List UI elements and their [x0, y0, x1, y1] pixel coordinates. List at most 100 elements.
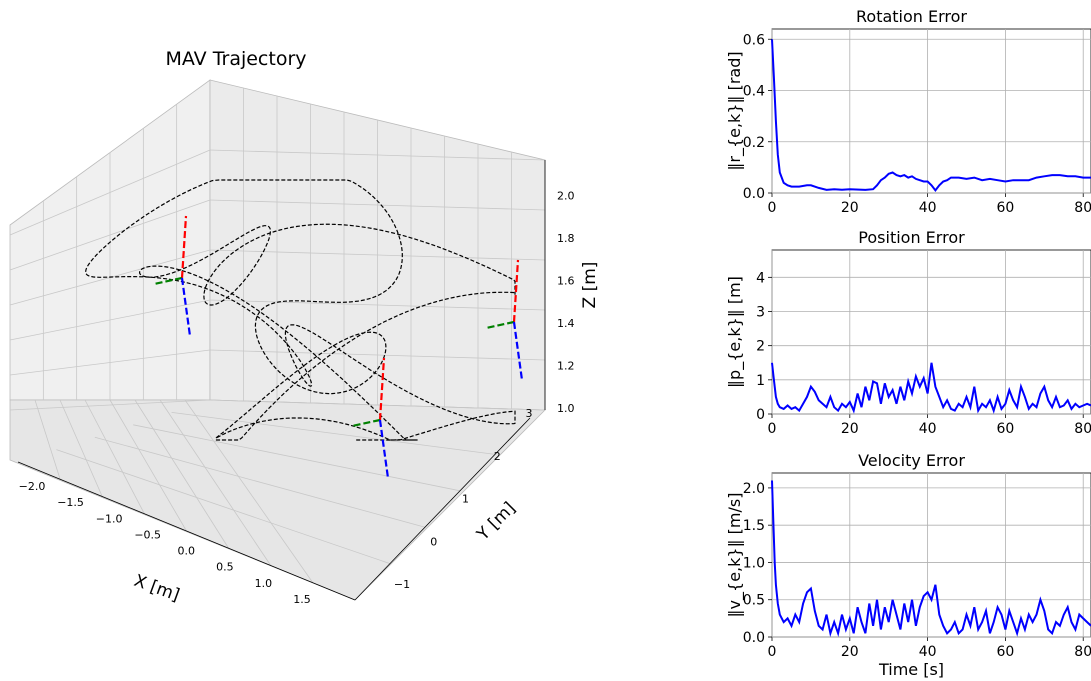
pose-x-axis	[180, 215, 188, 279]
x-tick-label: 80	[1074, 200, 1091, 216]
grid-3d	[9, 88, 546, 583]
z-tick-label: 1.4	[557, 317, 575, 330]
grid-line	[94, 436, 426, 528]
pose-frame	[351, 357, 390, 479]
x-tick-label: 80	[1074, 421, 1091, 437]
grid-line	[171, 412, 496, 455]
grid-line	[159, 399, 272, 566]
grid-line	[9, 149, 211, 236]
error-series-line	[771, 39, 1091, 193]
grid-line	[133, 424, 461, 492]
grid-line	[209, 299, 546, 311]
y-tick-label: 1	[756, 373, 765, 389]
chart-title: MAV Trajectory	[165, 48, 306, 70]
x-tick-label: −2.0	[19, 480, 46, 493]
pose-y-axis	[153, 276, 183, 286]
error-series-line	[771, 480, 1091, 638]
grid-line	[209, 399, 546, 411]
y-tick-label: 0.0	[743, 630, 765, 646]
x-tick-label: −1.0	[96, 512, 123, 525]
x-tick-label: 40	[919, 200, 937, 216]
y-tick-label: 3	[526, 407, 533, 420]
grid-line	[209, 199, 546, 211]
x-tick-label: 0.5	[216, 561, 234, 574]
x-tick-label: 1.5	[293, 593, 311, 606]
z-axis-label: Z [m]	[580, 262, 600, 309]
grid-line	[209, 149, 546, 161]
y-tick-label: 2	[494, 450, 501, 463]
y-tick-label: 0.5	[743, 593, 765, 609]
grid-line	[84, 399, 145, 514]
x-tick-label: 0	[768, 644, 777, 660]
trajectory-3d-panel: MAV Trajectory −2.0 −1.5 −1.0 −0.5 0.0 0.5 1.0…	[9, 48, 600, 606]
x-tick-label: −0.5	[134, 528, 161, 541]
z-tick-label: 1.8	[557, 232, 575, 245]
panel-title: Rotation Error	[856, 7, 967, 26]
x-tick-label: 20	[841, 421, 859, 437]
z-tick-label: 1.2	[557, 360, 575, 373]
x-ticks-3d: −2.0 −1.5 −1.0 −0.5 0.0 0.5 1.0 1.5	[19, 480, 311, 606]
plot-area	[771, 28, 1091, 194]
pose-frame	[485, 259, 524, 381]
y-tick-label: 0.0	[743, 186, 765, 202]
z-tick-label: 2.0	[557, 190, 575, 203]
y-tick-label: 1.5	[743, 518, 765, 534]
pose-frames	[153, 215, 524, 479]
z-tick-label: 1.0	[557, 402, 575, 415]
error-series-line	[771, 362, 1091, 414]
grid-line	[59, 399, 103, 497]
position-error-panel: 0 20 40 60 80 0 1 2 3 4 Position Error ‖p_{e,k}‖ [m…	[725, 228, 1091, 437]
z-tick-label: 1.6	[557, 275, 575, 288]
x-tick-label: 60	[997, 200, 1015, 216]
grid-line	[9, 199, 211, 271]
y-tick-label: 0	[756, 407, 765, 423]
y-tick-label: −1	[394, 578, 410, 591]
x-tick-label: 60	[997, 421, 1015, 437]
y-axis-label: ‖v_{e,k}‖ [m/s]	[725, 493, 745, 618]
grid-line	[9, 299, 211, 341]
grid-line	[9, 399, 211, 411]
y-tick-label: 3	[756, 305, 765, 321]
pose-y-axis	[485, 320, 515, 330]
pose-x-axis	[378, 357, 386, 421]
grid-line	[184, 399, 314, 583]
grid-line	[209, 249, 546, 261]
x-tick-label: −1.5	[57, 496, 84, 509]
y-tick-label: 4	[756, 270, 765, 286]
trajectory-line	[85, 179, 516, 441]
x-tick-label: 40	[919, 421, 937, 437]
x-tick-label: 80	[1074, 644, 1091, 660]
trajectory-path	[85, 179, 516, 441]
panel-title: Velocity Error	[858, 451, 965, 470]
x-tick-label: 40	[919, 644, 937, 660]
y-tick-label: 2	[756, 339, 765, 355]
y-axis-label: ‖p_{e,k}‖ [m]	[725, 276, 745, 388]
y-tick-label: 0.4	[743, 84, 765, 100]
x-tick-label: 0.0	[178, 545, 196, 558]
plot-area	[771, 472, 1091, 638]
pose-frame	[153, 215, 192, 337]
x-tick-label: 1.0	[255, 577, 273, 590]
x-axis-label: Time [s]	[878, 660, 944, 679]
rotation-error-panel: 0 20 40 60 80 0.0 0.2 0.4 0.6 Rotation Error ‖r_{e…	[725, 7, 1091, 216]
z-ticks-3d: 1.0 1.2 1.4 1.6 1.8 2.0	[557, 190, 575, 416]
grid-line	[109, 399, 187, 532]
grid-line	[209, 349, 546, 361]
y-tick-label: 1	[462, 493, 469, 506]
grid-line	[56, 449, 391, 564]
x-tick-label: 60	[997, 644, 1015, 660]
x-tick-label: 20	[841, 644, 859, 660]
x-tick-label: 0	[768, 200, 777, 216]
y-tick-label: 0.2	[743, 135, 765, 151]
velocity-error-panel: 0 20 40 60 80 0.0 0.5 1.0 1.5 2.0 Velocity Error ‖v…	[725, 451, 1091, 679]
y-axis-label: ‖r_{e,k}‖ [rad]	[725, 51, 745, 170]
y-tick-label: 0.6	[743, 32, 765, 48]
y-axis-label: Y [m]	[473, 498, 520, 545]
grid-line	[9, 349, 211, 376]
y-ticks-3d: −1 0 1 2 3	[394, 407, 533, 591]
grid-line	[34, 399, 61, 480]
grid-line	[134, 399, 229, 549]
x-axis-line	[17, 461, 356, 601]
y-tick-label: 1.0	[743, 555, 765, 571]
